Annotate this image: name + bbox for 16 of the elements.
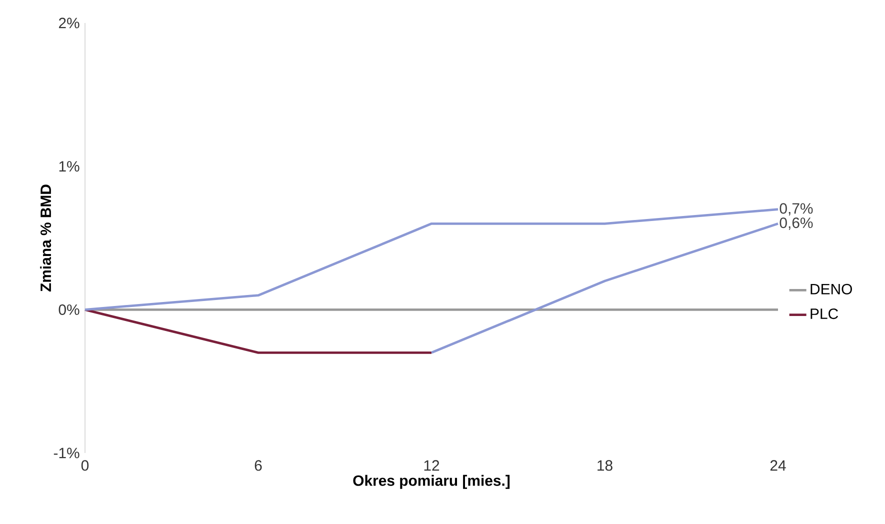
x-tick-label: 18 [598, 460, 612, 471]
y-tick-label: -1% [54, 448, 80, 458]
y-tick-label: 0% [58, 304, 80, 315]
data-label: 0,6% [780, 217, 813, 230]
y-tick-label: 1% [59, 161, 80, 172]
legend-label: DENO [810, 284, 852, 294]
legend-label: PLC [810, 308, 838, 320]
y-axis-title: Zmiana % BMD [40, 184, 52, 292]
x-tick-label: 0 [81, 460, 89, 471]
x-tick-label: 6 [254, 460, 262, 471]
x-tick-label: 24 [770, 460, 786, 471]
x-axis-title: Okres pomiaru [mies.] [353, 474, 510, 489]
x-tick-label: 12 [424, 460, 440, 471]
line-series [84, 208, 780, 311]
y-tick-label: 2% [58, 18, 80, 28]
data-label: 0,7% [780, 203, 813, 216]
